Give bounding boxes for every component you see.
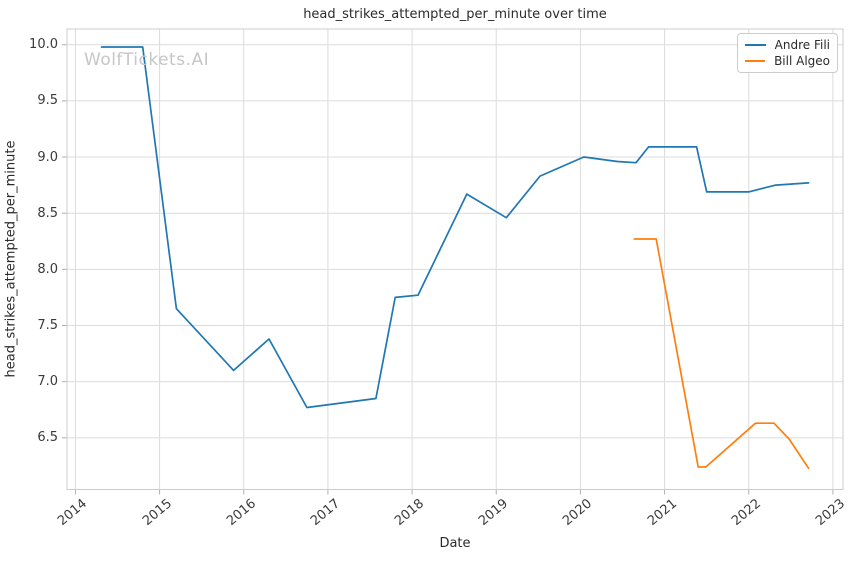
legend-line-swatch-orange [745, 60, 766, 62]
series-line-andre-fili [100, 46, 810, 409]
series-line-bill-algeo [633, 238, 810, 470]
legend-item-andre-fili: Andre Fili [745, 38, 830, 52]
ytick-label-10: 10.0 [29, 37, 58, 53]
legend: Andre Fili Bill Algeo [737, 33, 838, 73]
legend-label: Andre Fili [774, 38, 830, 52]
ytick-label-8.5: 8.5 [37, 205, 58, 221]
ytick-label-8: 8.0 [37, 261, 58, 277]
legend-item-bill-algeo: Bill Algeo [745, 54, 830, 68]
chart-title: head_strikes_attempted_per_minute over t… [303, 7, 607, 22]
legend-line-swatch-blue [745, 44, 766, 46]
ytick-label-7.5: 7.5 [37, 318, 58, 334]
plot-border [66, 28, 844, 490]
ytick-label-7: 7.0 [37, 374, 58, 390]
ytick-label-9.5: 9.5 [37, 93, 58, 109]
watermark: WolfTickets.AI [84, 50, 210, 70]
legend-label: Bill Algeo [774, 54, 830, 68]
x-axis-title: Date [439, 536, 471, 551]
ytick-label-6.5: 6.5 [37, 430, 58, 446]
ytick-label-9: 9.0 [37, 149, 58, 165]
